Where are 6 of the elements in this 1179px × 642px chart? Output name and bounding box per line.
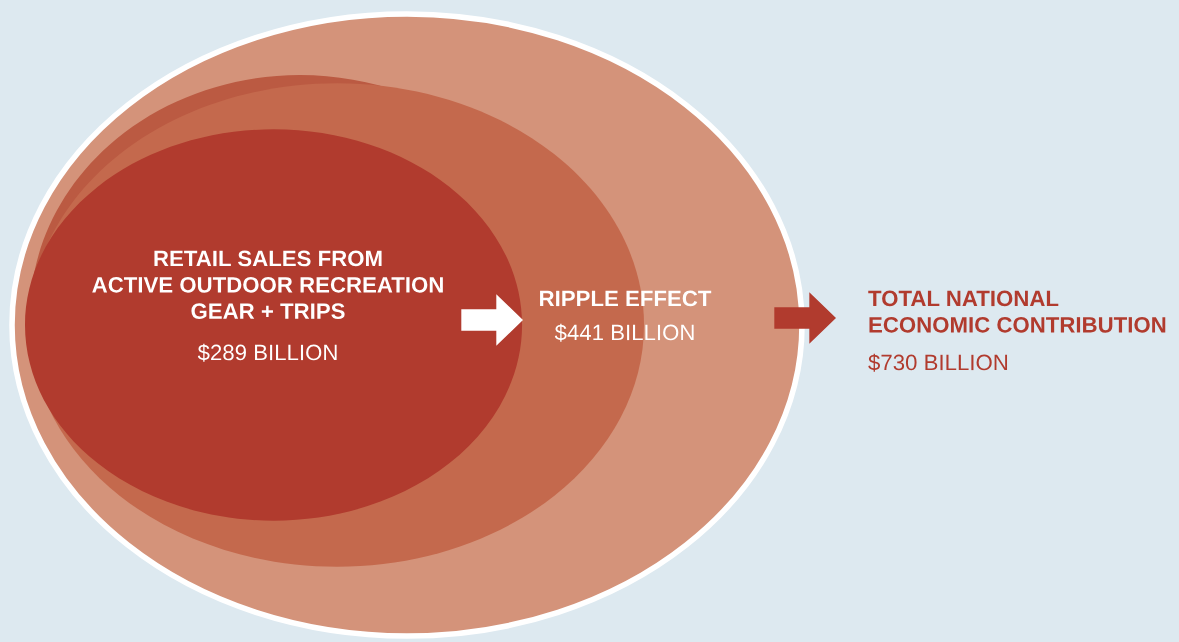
category-label: TOTAL NATIONAL ECONOMIC CONTRIBUTION bbox=[868, 290, 1166, 333]
data-label: $730 BILLION bbox=[868, 353, 1008, 372]
data-label: $289 BILLION bbox=[197, 343, 337, 362]
data-label: $441 BILLION bbox=[554, 323, 694, 342]
category-label: RETAIL SALES FROM ACTIVE OUTDOOR RECREATION GEAR + TRIPS bbox=[92, 250, 443, 320]
category-label: RIPPLE EFFECT bbox=[540, 290, 712, 307]
